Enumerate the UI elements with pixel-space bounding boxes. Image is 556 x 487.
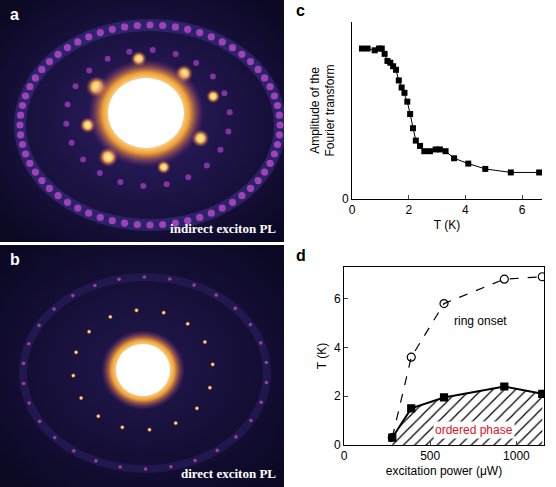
svg-text:T (K): T (K) bbox=[434, 218, 460, 232]
svg-text:2: 2 bbox=[405, 203, 412, 217]
svg-text:excitation power (μW): excitation power (μW) bbox=[386, 464, 502, 478]
svg-text:ordered phase: ordered phase bbox=[435, 423, 513, 437]
svg-text:4: 4 bbox=[462, 203, 469, 217]
svg-text:4: 4 bbox=[334, 341, 341, 355]
svg-text:direct exciton PL: direct exciton PL bbox=[181, 466, 276, 481]
svg-text:0: 0 bbox=[349, 203, 356, 217]
svg-text:Amplitude of theFourier transf: Amplitude of theFourier transform bbox=[308, 64, 338, 156]
svg-text:ring onset: ring onset bbox=[454, 314, 507, 328]
html-text:c: c bbox=[296, 2, 305, 19]
svg-text:indirect exciton PL: indirect exciton PL bbox=[170, 221, 276, 236]
svg-text:a: a bbox=[10, 6, 19, 23]
svg-text:2: 2 bbox=[334, 389, 341, 403]
svg-text:0: 0 bbox=[334, 438, 341, 452]
svg-text:6: 6 bbox=[334, 292, 341, 306]
svg-text:b: b bbox=[10, 251, 20, 268]
svg-text:0: 0 bbox=[342, 192, 349, 206]
svg-text:6: 6 bbox=[519, 203, 526, 217]
svg-text:500: 500 bbox=[420, 449, 440, 463]
svg-text:0: 0 bbox=[341, 449, 348, 463]
svg-text:T (K): T (K) bbox=[315, 343, 329, 369]
svg-text:1000: 1000 bbox=[503, 449, 530, 463]
html-text:d: d bbox=[296, 247, 306, 264]
